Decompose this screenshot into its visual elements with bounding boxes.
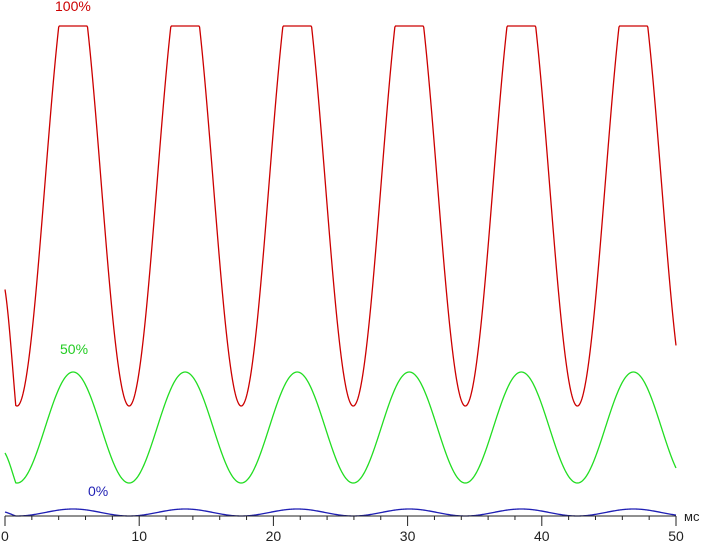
series-line-100pct — [4, 25, 677, 407]
x-tick-label-10: 10 — [131, 528, 147, 544]
series-line-50pct — [4, 371, 677, 484]
x-tick-label-40: 40 — [534, 528, 550, 544]
series-layer — [4, 25, 677, 517]
series-label-50: 50% — [60, 341, 88, 357]
x-tick-label-20: 20 — [266, 528, 282, 544]
series-label-0: 0% — [88, 483, 108, 499]
x-axis-unit-label: мс — [684, 509, 700, 524]
x-axis: 0 10 20 30 40 50 — [1, 515, 684, 544]
series-line-0pct — [4, 508, 677, 517]
series-label-100: 100% — [55, 0, 91, 14]
x-tick-label-30: 30 — [400, 528, 416, 544]
x-tick-label-50: 50 — [668, 528, 684, 544]
x-tick-label-0: 0 — [1, 528, 9, 544]
